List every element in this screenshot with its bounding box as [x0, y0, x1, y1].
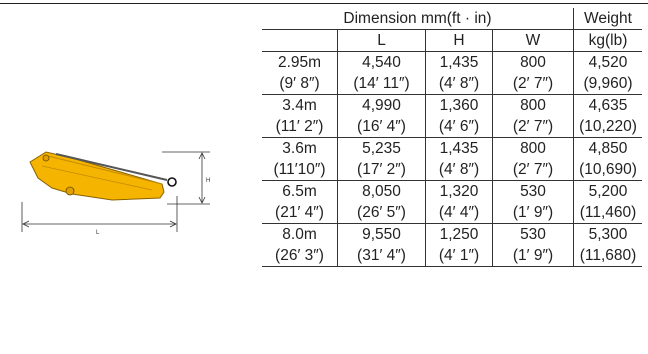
l-cell: (26′ 5″) [337, 202, 426, 224]
h-cell: (4′ 8″) [425, 73, 493, 95]
weight-cell: 4,850 [573, 137, 642, 159]
w-cell: 800 [492, 94, 574, 116]
arm-length-cell: 3.6m [282, 139, 317, 157]
w-cell: (2′ 7″) [492, 159, 574, 181]
weight-cell: (10,690) [573, 159, 642, 181]
weight-cell: (10,220) [573, 116, 642, 138]
h-cell: (4′ 4″) [425, 202, 493, 224]
dimension-header: Dimension mm(ft · in) [262, 8, 574, 30]
arm-length-cell: 2.95m [277, 53, 322, 71]
l-cell: 8,050 [337, 180, 426, 202]
arm-length-cell: (21′ 4″) [262, 202, 338, 224]
header-row-1: Dimension mm(ft · in) Weight [262, 8, 642, 30]
arm-length-cell: (11′ 2″) [262, 116, 338, 138]
l-cell: 9,550 [337, 223, 426, 245]
table-row: 6.5m 8,050 1,320 530 5,200 [262, 180, 642, 202]
arm-dimension-diagram: H L [21, 151, 210, 236]
table-row: (11′10″) (17′ 2″) (4′ 8″) (2′ 7″) (10,690) [262, 159, 642, 181]
h-cell: 1,435 [425, 137, 493, 159]
table-row: (11′ 2″) (16′ 4″) (4′ 6″) (2′ 7″) (10,220) [262, 116, 642, 138]
table-row: 2.95m 4,540 1,435 800 4,520 [262, 51, 642, 73]
l-cell: (31′ 4″) [337, 245, 426, 267]
l-cell: (14′ 11″) [337, 73, 426, 95]
w-cell: (1′ 9″) [492, 245, 574, 267]
w-cell: 530 [492, 180, 574, 202]
table-row: (9′ 8″) (14′ 11″) (4′ 8″) (2′ 7″) (9,960) [262, 73, 642, 95]
weight-cell: 5,300 [573, 223, 642, 245]
arm-length-cell: (9′ 8″) [262, 73, 338, 95]
arm-length-cell: 6.5m [282, 182, 317, 200]
arm-length-cell: (11′10″) [262, 159, 338, 181]
h-cell: (4′ 1″) [425, 245, 493, 267]
l-dimension-line [21, 196, 178, 232]
l-cell: 5,235 [337, 137, 426, 159]
l-dimension-label: L [96, 230, 100, 236]
w-cell: (2′ 7″) [492, 116, 574, 138]
table-body: 2.95m 4,540 1,435 800 4,520 (9′ 8″) (14′ 11″)(… [262, 51, 642, 267]
col-w-header: W [492, 29, 574, 52]
arm-length-cell: (26′ 3″) [262, 245, 338, 267]
weight-cell: 4,520 [573, 51, 642, 73]
h-cell: (4′ 6″) [425, 116, 493, 138]
weight-cell: (9,960) [573, 73, 642, 95]
w-cell: (2′ 7″) [492, 73, 574, 95]
w-cell: 800 [492, 51, 574, 73]
h-dimension-line [162, 151, 210, 205]
l-cell: (16′ 4″) [337, 116, 426, 138]
top-rule [0, 3, 648, 4]
h-cell: 1,435 [425, 51, 493, 73]
weight-cell: 4,635 [573, 94, 642, 116]
l-cell: (17′ 2″) [337, 159, 426, 181]
arm-length-cell: 8.0m [282, 225, 317, 243]
table-row: (21′ 4″) (26′ 5″) (4′ 4″) (1′ 9″) (11,460) [262, 202, 642, 224]
spec-table: Dimension mm(ft · in) Weight L H W kg(lb… [262, 8, 642, 267]
h-dimension-label: H [206, 178, 210, 184]
arm-length-cell: 3.4m [282, 96, 317, 114]
arm-length-header [262, 29, 338, 52]
weight-header: Weight [573, 8, 642, 30]
excavator-arm-illustration [29, 151, 177, 201]
weight-unit-header: kg(lb) [573, 29, 642, 52]
table-row: 3.4m 4,990 1,360 800 4,635 [262, 94, 642, 116]
h-cell: 1,320 [425, 180, 493, 202]
table-row: 3.6m 5,235 1,435 800 4,850 [262, 137, 642, 159]
col-l-header: L [337, 29, 426, 52]
h-cell: (4′ 8″) [425, 159, 493, 181]
w-cell: 530 [492, 223, 574, 245]
weight-cell: (11,460) [573, 202, 642, 224]
l-cell: 4,540 [337, 51, 426, 73]
weight-cell: (11,680) [573, 245, 642, 267]
weight-cell: 5,200 [573, 180, 642, 202]
w-cell: 800 [492, 137, 574, 159]
w-cell: (1′ 9″) [492, 202, 574, 224]
h-cell: 1,360 [425, 94, 493, 116]
h-cell: 1,250 [425, 223, 493, 245]
l-cell: 4,990 [337, 94, 426, 116]
table-row: 8.0m 9,550 1,250 530 5,300 [262, 223, 642, 245]
header-row-2: L H W kg(lb) [262, 29, 642, 52]
table-row: (26′ 3″) (31′ 4″) (4′ 1″) (1′ 9″) (11,680) [262, 245, 642, 267]
col-h-header: H [425, 29, 493, 52]
